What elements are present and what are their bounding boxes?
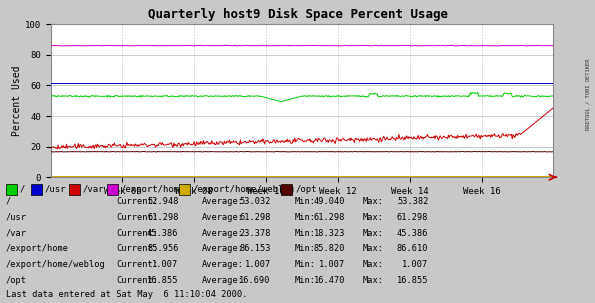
Text: Current:: Current:: [116, 244, 158, 253]
Text: Max:: Max:: [363, 260, 384, 269]
Text: Max:: Max:: [363, 213, 384, 222]
Text: Max:: Max:: [363, 197, 384, 206]
Text: 45.386: 45.386: [147, 228, 178, 238]
Text: /opt: /opt: [6, 276, 27, 285]
Text: Average:: Average:: [202, 244, 245, 253]
Text: /export/home: /export/home: [6, 244, 69, 253]
Text: /var: /var: [6, 228, 27, 238]
Text: Current:: Current:: [116, 197, 158, 206]
Text: /export/home/weblog: /export/home/weblog: [6, 260, 106, 269]
Text: 16.855: 16.855: [397, 276, 428, 285]
Text: Average:: Average:: [202, 228, 245, 238]
Text: 23.378: 23.378: [239, 228, 271, 238]
Text: Max:: Max:: [363, 276, 384, 285]
Text: 86.153: 86.153: [239, 244, 271, 253]
Text: Min:: Min:: [295, 260, 315, 269]
Text: 86.610: 86.610: [397, 244, 428, 253]
Text: Min:: Min:: [295, 213, 315, 222]
Text: Min:: Min:: [295, 276, 315, 285]
Text: Current:: Current:: [116, 228, 158, 238]
Text: Max:: Max:: [363, 244, 384, 253]
Text: Min:: Min:: [295, 244, 315, 253]
Text: 1.007: 1.007: [152, 260, 178, 269]
Text: 85.820: 85.820: [314, 244, 345, 253]
Text: 61.298: 61.298: [314, 213, 345, 222]
Text: Average:: Average:: [202, 213, 245, 222]
Text: Min:: Min:: [295, 197, 315, 206]
Text: /opt: /opt: [295, 185, 317, 194]
Text: 16.470: 16.470: [314, 276, 345, 285]
Text: 61.298: 61.298: [147, 213, 178, 222]
Text: 16.855: 16.855: [147, 276, 178, 285]
Text: /: /: [6, 197, 11, 206]
Text: Quarterly host9 Disk Space Percent Usage: Quarterly host9 Disk Space Percent Usage: [148, 8, 447, 21]
Text: RRDTOOL / TOBI OETIKER: RRDTOOL / TOBI OETIKER: [585, 58, 590, 130]
Text: /usr: /usr: [6, 213, 27, 222]
Text: /usr: /usr: [45, 185, 66, 194]
Text: /export/home: /export/home: [121, 185, 185, 194]
Text: 1.007: 1.007: [319, 260, 345, 269]
Text: 18.323: 18.323: [314, 228, 345, 238]
Text: Min:: Min:: [295, 228, 315, 238]
Text: 61.298: 61.298: [397, 213, 428, 222]
Text: Average:: Average:: [202, 260, 245, 269]
Text: 16.690: 16.690: [239, 276, 271, 285]
Text: 53.032: 53.032: [239, 197, 271, 206]
Text: 53.382: 53.382: [397, 197, 428, 206]
Text: 1.007: 1.007: [245, 260, 271, 269]
Text: 61.298: 61.298: [239, 213, 271, 222]
Text: /: /: [20, 185, 25, 194]
Y-axis label: Percent Used: Percent Used: [12, 65, 22, 136]
Text: 49.040: 49.040: [314, 197, 345, 206]
Text: 52.948: 52.948: [147, 197, 178, 206]
Text: 45.386: 45.386: [397, 228, 428, 238]
Text: Current:: Current:: [116, 260, 158, 269]
Text: Current:: Current:: [116, 276, 158, 285]
Text: /export/home/weblog: /export/home/weblog: [193, 185, 295, 194]
Text: Last data entered at Sat May  6 11:10:04 2000.: Last data entered at Sat May 6 11:10:04 …: [6, 290, 248, 299]
Text: Current:: Current:: [116, 213, 158, 222]
Text: /var: /var: [83, 185, 104, 194]
Text: 85.956: 85.956: [147, 244, 178, 253]
Text: Max:: Max:: [363, 228, 384, 238]
Text: 1.007: 1.007: [402, 260, 428, 269]
Text: Average:: Average:: [202, 276, 245, 285]
Text: Average:: Average:: [202, 197, 245, 206]
